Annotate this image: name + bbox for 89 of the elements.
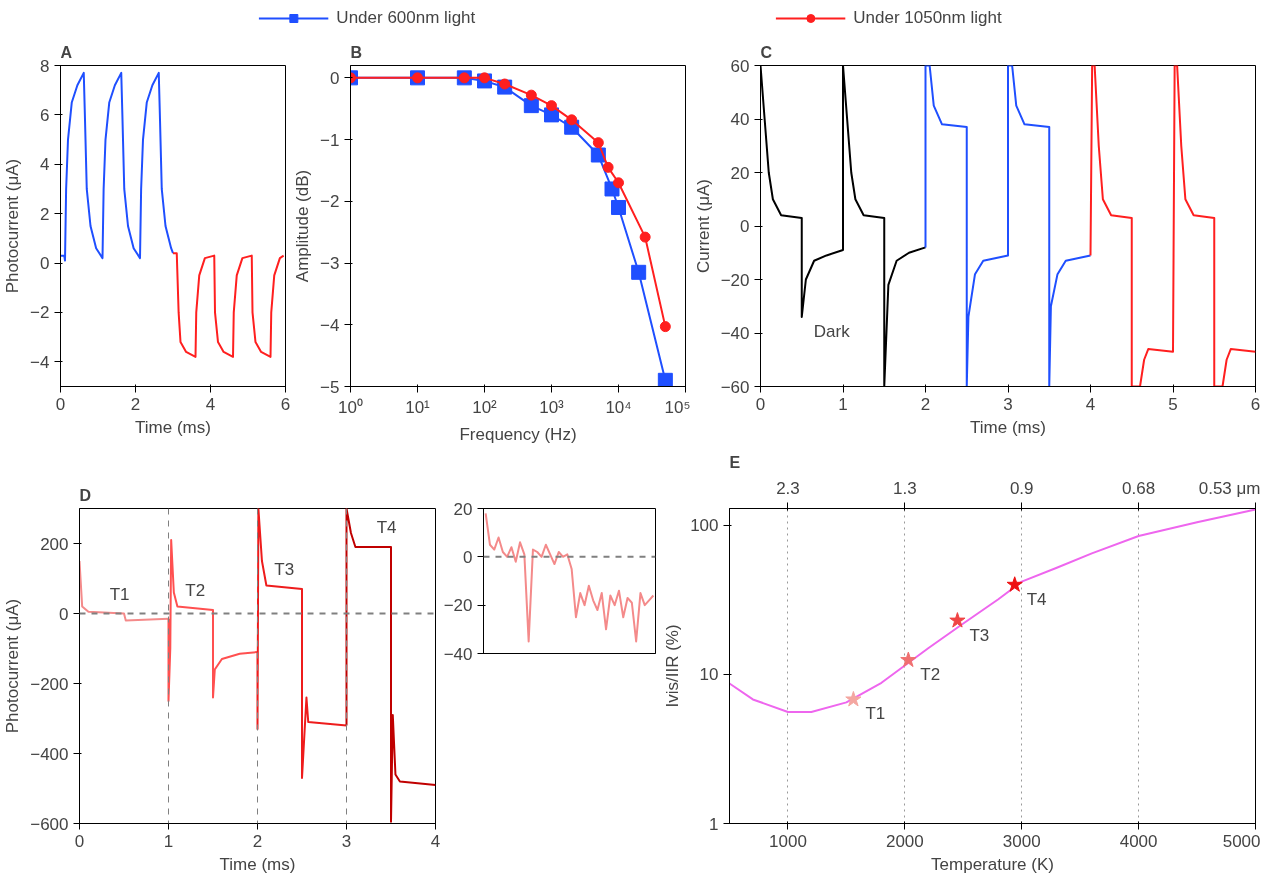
- x-tick-label: 1: [163, 831, 174, 851]
- x-tick-label: 10⁰: [338, 397, 363, 417]
- y-tick-label: 200: [40, 534, 69, 554]
- x-tick-label: 2: [130, 394, 141, 414]
- annotation: T2: [920, 665, 941, 685]
- y-tick-label: −400: [30, 744, 69, 764]
- chart-title: D: [79, 486, 92, 504]
- y-tick-label: 20: [730, 163, 750, 183]
- y-tick-label: 60: [730, 56, 750, 76]
- chart-title: A: [60, 43, 73, 61]
- y-tick-label: −40: [443, 644, 473, 664]
- y-tick-label: 4: [40, 155, 50, 175]
- x-tick-label: 1: [838, 394, 848, 414]
- y-tick-label: −4: [30, 352, 50, 372]
- text: 0.53 μm: [1198, 478, 1261, 498]
- x-axis-title: Frequency (Hz): [459, 424, 577, 444]
- y-axis-title: Photocurrent (μA): [3, 158, 23, 294]
- y-tick-label: 0: [330, 68, 340, 88]
- y-tick-label: 100: [690, 516, 719, 536]
- y-tick-label: −40: [720, 324, 750, 343]
- y-tick-label: −3: [320, 254, 340, 274]
- annotation: T4: [376, 518, 397, 537]
- x-tick-label: 0: [755, 394, 766, 414]
- x-tick-label: 2000: [885, 831, 924, 851]
- annotation: Dark: [813, 321, 851, 341]
- x-axis-title: Time (ms): [135, 417, 211, 437]
- y-tick-label: 8: [40, 56, 50, 76]
- x-tick-label: 2: [920, 394, 931, 414]
- y-axis-title: Ivis/IIR (%): [663, 624, 683, 708]
- y-tick-label: 6: [40, 105, 50, 125]
- y-tick-label: 40: [730, 110, 750, 129]
- y-axis-title: Amplitude (dB): [293, 169, 313, 283]
- y-tick-label: 20: [453, 499, 473, 519]
- x-tick-label: 10⁵: [664, 397, 691, 417]
- x-tick-label: 4: [430, 831, 441, 851]
- annotation: T1: [865, 704, 886, 724]
- x-tick-label: 10¹: [405, 397, 431, 417]
- y-tick-label: 1: [709, 814, 719, 834]
- x-axis-title: Time (ms): [970, 417, 1046, 437]
- x-tick-label: 3: [341, 831, 352, 851]
- text: 0.9: [1009, 478, 1034, 498]
- y-tick-label: −1: [320, 130, 340, 150]
- text: 1.3: [893, 478, 917, 498]
- x-tick-label: 4000: [1119, 831, 1158, 851]
- y-tick-label: −60: [720, 377, 750, 397]
- x-tick-label: 3000: [1002, 831, 1041, 851]
- y-tick-label: −4: [320, 315, 340, 335]
- y-tick-label: −2: [30, 303, 50, 323]
- annotation: T3: [969, 625, 990, 645]
- x-tick-label: 6: [1250, 394, 1261, 414]
- x-tick-label: 2: [252, 831, 263, 851]
- x-tick-label: 5000: [1222, 831, 1261, 851]
- chart-title: B: [350, 43, 363, 61]
- x-tick-label: 0: [74, 831, 85, 851]
- x-tick-label: 1000: [769, 831, 807, 851]
- x-tick-label: 10²: [472, 397, 498, 417]
- y-tick-label: 0: [40, 254, 50, 274]
- y-tick-label: 0: [740, 217, 750, 236]
- y-tick-label: −600: [30, 814, 69, 834]
- x-tick-label: 6: [280, 394, 291, 414]
- chart-title: E: [729, 453, 741, 471]
- y-axis-title: Current (μA): [693, 179, 713, 273]
- x-tick-label: 3: [1003, 394, 1013, 414]
- text: 0.68: [1122, 478, 1156, 498]
- x-axis-title: Temperature (K): [931, 854, 1054, 874]
- x-tick-label: 10⁴: [605, 397, 632, 417]
- x-tick-label: 10³: [539, 397, 565, 417]
- y-tick-label: −200: [30, 674, 69, 694]
- legend-label: Under 600nm light: [336, 8, 476, 28]
- x-tick-label: 4: [1085, 394, 1096, 414]
- x-tick-label: 5: [1168, 394, 1178, 414]
- y-tick-label: −2: [320, 192, 340, 212]
- x-axis-title: Time (ms): [219, 854, 296, 874]
- y-tick-label: 0: [59, 604, 69, 624]
- annotation: T3: [274, 560, 295, 579]
- y-tick-label: −5: [320, 377, 340, 397]
- y-tick-label: 10: [699, 665, 719, 685]
- y-tick-label: 0: [463, 547, 473, 567]
- x-tick-label: 4: [205, 394, 216, 414]
- annotation: T1: [109, 584, 130, 604]
- annotation: T4: [1026, 589, 1047, 609]
- y-tick-label: −20: [443, 596, 473, 616]
- y-tick-label: −20: [720, 270, 750, 290]
- text: 2.3: [776, 478, 800, 498]
- y-tick-label: 2: [40, 204, 50, 224]
- chart-title: C: [760, 43, 773, 61]
- legend-label: Under 1050nm light: [853, 8, 1002, 28]
- annotation: T2: [185, 581, 206, 600]
- y-axis-title: Photocurrent (μA): [3, 598, 23, 734]
